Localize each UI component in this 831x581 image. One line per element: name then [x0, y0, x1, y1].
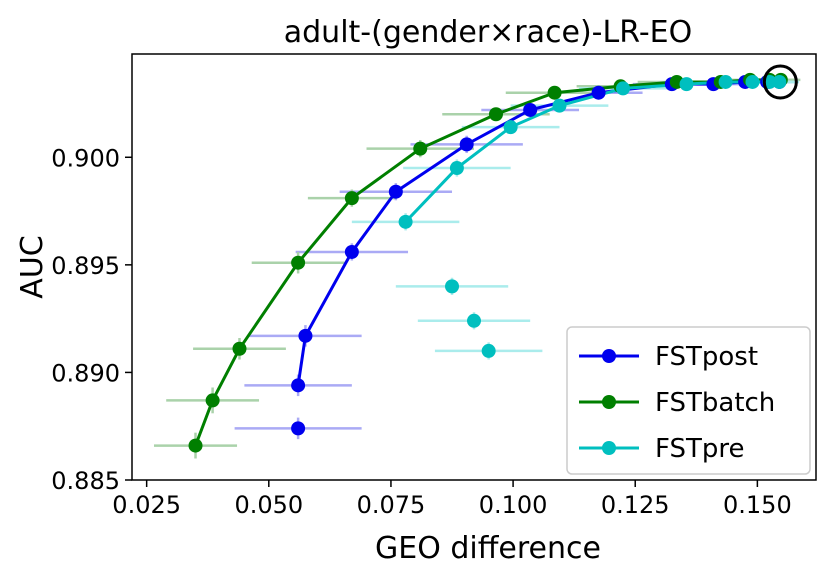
fstpost-point [388, 184, 403, 199]
legend-fstbatch-label: FSTbatch [655, 388, 775, 418]
fstpost-point [291, 378, 306, 393]
legend-fstpre-marker [602, 441, 616, 455]
legend-fstbatch-marker [602, 395, 616, 409]
fstbatch-point [547, 85, 562, 100]
fstpost-point [298, 328, 313, 343]
y-tick-label: 0.900 [51, 144, 120, 172]
legend-fstpost-marker [602, 349, 616, 363]
y-tick-label: 0.895 [51, 252, 120, 280]
legend-fstpre-label: FSTpre [655, 434, 745, 464]
fstbatch-point [413, 141, 428, 156]
fstbatch-point [291, 255, 306, 270]
y-axis-label: AUC [15, 235, 50, 298]
fstpre-point [679, 77, 694, 92]
y-tick-label: 0.885 [51, 467, 120, 495]
fstpre-point [481, 343, 496, 358]
fstpre-point [616, 81, 631, 96]
fstpost-point [459, 137, 474, 152]
fstpre-point [745, 74, 760, 89]
fstpost-point [523, 102, 538, 117]
plot-frame [131, 53, 817, 481]
y-tick-label: 0.890 [51, 359, 120, 387]
x-tick-label: 0.100 [479, 491, 548, 519]
fstpre-point [772, 74, 787, 89]
highlight-circle [762, 64, 798, 100]
fstpost-point [291, 421, 306, 436]
fstpre-point [503, 120, 518, 135]
y-axis-ticks: 0.885 0.890 0.895 0.900 [51, 144, 132, 495]
fstbatch-point [344, 191, 359, 206]
x-axis-label: GEO difference [375, 531, 601, 566]
fstbatch-point [205, 393, 220, 408]
legend: FSTpost FSTbatch FSTpre [566, 326, 811, 475]
x-axis-ticks: 0.025 0.050 0.075 0.100 0.125 0.150 [112, 480, 792, 519]
fstpre-point [467, 313, 481, 328]
fstbatch-point [232, 341, 247, 356]
x-tick-label: 0.050 [234, 491, 303, 519]
fstpre-point [445, 279, 460, 294]
fstpost-point [344, 244, 359, 259]
x-tick-label: 0.150 [723, 491, 792, 519]
fstbatch-point [188, 438, 203, 453]
fstpre-point [718, 74, 733, 89]
x-tick-label: 0.075 [357, 491, 426, 519]
chart-title: adult-(gender×race)-LR-EO [284, 15, 693, 50]
data-markers [188, 72, 788, 453]
legend-fstpost-label: FSTpost [655, 342, 758, 372]
fstbatch-point [488, 107, 503, 122]
fstpre-point [398, 214, 413, 229]
x-tick-label: 0.125 [601, 491, 670, 519]
x-tick-label: 0.025 [112, 491, 181, 519]
legend-box [566, 326, 811, 475]
fstpre-point [449, 161, 464, 176]
fstpost-point [591, 85, 606, 100]
fstpre-point [552, 98, 567, 113]
